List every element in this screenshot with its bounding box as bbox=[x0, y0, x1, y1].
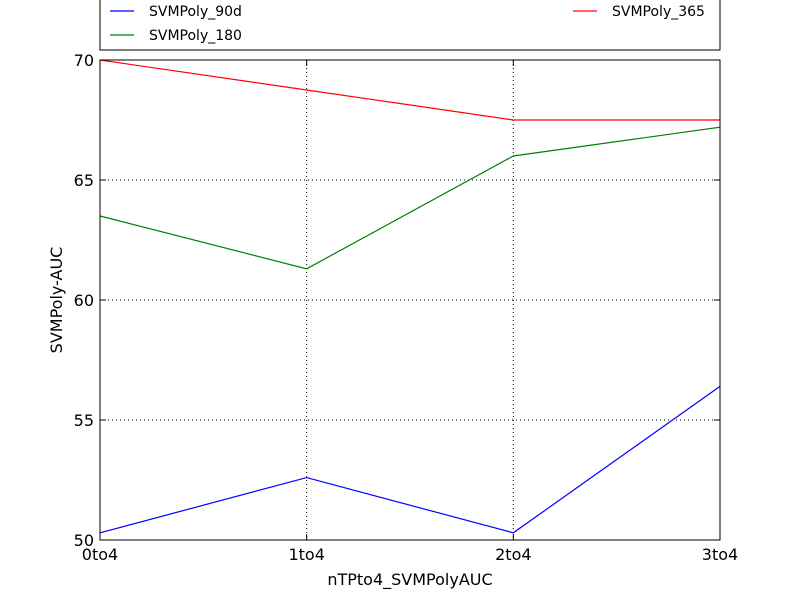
axis-ticks: 0to4 1to4 2to4 3to4 50 55 60 65 70 bbox=[74, 51, 739, 564]
y-tick-label: 50 bbox=[74, 531, 94, 550]
y-tick-label: 55 bbox=[74, 411, 94, 430]
series-lines bbox=[99, 59, 721, 534]
y-axis-label: SVMPoly-AUC bbox=[47, 247, 66, 354]
x-tick-label: 1to4 bbox=[288, 545, 324, 564]
series-line-svmpoly-365 bbox=[99, 59, 720, 121]
legend-box bbox=[99, 0, 721, 51]
series-line-svmpoly-90d bbox=[99, 385, 721, 534]
y-tick-label: 65 bbox=[74, 171, 94, 190]
x-tick-label: 2to4 bbox=[495, 545, 531, 564]
legend-label: SVMPoly_180 bbox=[149, 28, 242, 44]
legend-label: SVMPoly_90d bbox=[149, 4, 242, 20]
x-tick-label: 0to4 bbox=[82, 545, 118, 564]
y-tick-label: 70 bbox=[74, 51, 94, 70]
x-tick-label: 3to4 bbox=[702, 545, 738, 564]
series-line-svmpoly-180 bbox=[99, 126, 721, 270]
grid bbox=[100, 60, 720, 540]
x-axis-label: nTPto4_SVMPolyAUC bbox=[327, 570, 492, 590]
legend-label: SVMPoly_365 bbox=[612, 4, 705, 20]
y-tick-label: 60 bbox=[74, 291, 94, 310]
legend: SVMPoly_90d SVMPoly_180 SVMPoly_365 bbox=[99, 0, 721, 51]
